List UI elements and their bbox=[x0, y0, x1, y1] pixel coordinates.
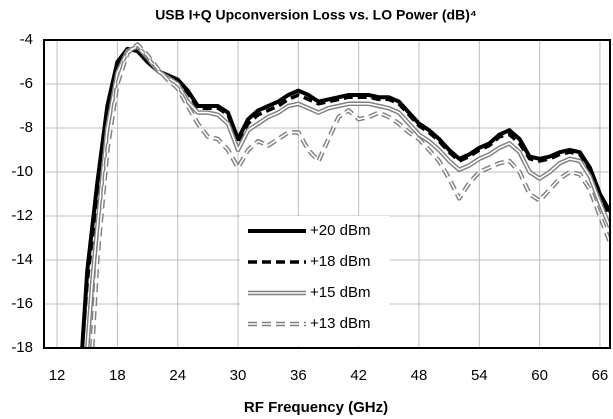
x-tick-label: 24 bbox=[169, 367, 186, 384]
x-tick-label: 60 bbox=[531, 367, 548, 384]
legend-label: +20 dBm bbox=[310, 222, 370, 239]
x-tick-label: 42 bbox=[350, 367, 367, 384]
x-tick-label: 12 bbox=[49, 367, 66, 384]
legend-label: +15 dBm bbox=[310, 284, 370, 301]
x-tick-label: 36 bbox=[290, 367, 307, 384]
series-line-inner bbox=[91, 43, 610, 348]
plot-lines bbox=[80, 42, 610, 348]
x-tick-label: 30 bbox=[230, 367, 247, 384]
x-tick-label: 48 bbox=[411, 367, 428, 384]
x-tick-label: 54 bbox=[471, 367, 488, 384]
legend-label: +18 dBm bbox=[310, 253, 370, 270]
y-tick-label: -18 bbox=[11, 339, 33, 356]
y-tick-label: -12 bbox=[11, 207, 33, 224]
x-axis-label: RF Frequency (GHz) bbox=[244, 399, 388, 416]
y-tick-label: -6 bbox=[20, 75, 33, 92]
x-tick-label: 18 bbox=[109, 367, 126, 384]
chart-title: USB I+Q Upconversion Loss vs. LO Power (… bbox=[155, 7, 477, 23]
plot-border bbox=[43, 39, 611, 349]
legend-label: +13 dBm bbox=[310, 315, 370, 332]
y-tick-label: -10 bbox=[11, 163, 33, 180]
y-tick-label: -16 bbox=[11, 295, 33, 312]
x-tick-label: 66 bbox=[592, 367, 609, 384]
y-tick-label: -14 bbox=[11, 251, 33, 268]
y-tick-label: -8 bbox=[20, 119, 33, 136]
y-tick-label: -4 bbox=[20, 31, 33, 48]
